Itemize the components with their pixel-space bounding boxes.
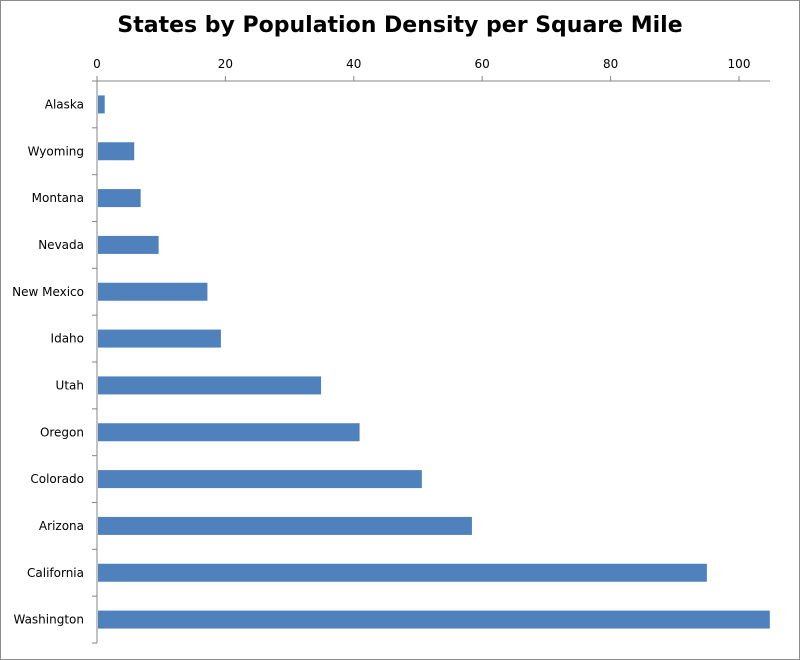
category-label: New Mexico xyxy=(12,285,84,299)
bar xyxy=(98,189,141,208)
category-label: Utah xyxy=(56,378,84,392)
category-label: Idaho xyxy=(51,332,84,346)
bar xyxy=(98,516,472,535)
bar xyxy=(98,423,360,442)
bar xyxy=(98,470,422,489)
category-label: Wyoming xyxy=(28,144,84,158)
bar xyxy=(98,282,208,301)
chart-title: States by Population Density per Square … xyxy=(117,13,683,38)
bar xyxy=(98,376,322,395)
x-tick-label: 20 xyxy=(218,57,233,71)
category-label: Montana xyxy=(32,191,84,205)
x-tick-label: 80 xyxy=(603,57,618,71)
bar xyxy=(98,235,159,254)
x-tick-label: 0 xyxy=(93,57,101,71)
category-label: Oregon xyxy=(40,425,84,439)
bar xyxy=(98,563,707,582)
category-label: Nevada xyxy=(38,238,84,252)
plot-area: 0 20 40 60 80 100 Alaska Wyoming Montana Nevada Ne… xyxy=(12,57,770,644)
bar xyxy=(98,142,135,161)
bar xyxy=(98,329,221,348)
category-label: Washington xyxy=(13,613,84,627)
bar xyxy=(98,610,770,629)
x-tick-label: 100 xyxy=(728,57,751,71)
x-tick-label: 60 xyxy=(475,57,490,71)
category-label: Arizona xyxy=(39,519,84,533)
category-label: California xyxy=(27,566,84,580)
category-label: Colorado xyxy=(30,472,84,486)
bar xyxy=(98,95,105,114)
category-label: Alaska xyxy=(45,97,84,111)
x-tick-label: 40 xyxy=(346,57,361,71)
